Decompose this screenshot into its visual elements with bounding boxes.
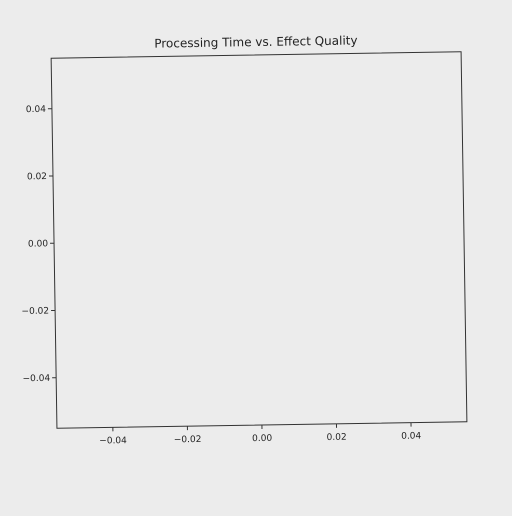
plot-area-frame — [51, 52, 467, 428]
y-tick-label: −0.02 — [21, 307, 49, 317]
y-tick-label: 0.00 — [28, 239, 48, 249]
x-tick-label: −0.02 — [174, 435, 202, 445]
x-tick-label: −0.04 — [99, 436, 127, 446]
x-tick-label: 0.04 — [401, 431, 421, 441]
y-tick-label: 0.04 — [26, 105, 46, 115]
y-axis: 0.04 0.02 0.00 −0.02 −0.04 — [18, 105, 56, 385]
y-tick-label: 0.02 — [27, 172, 47, 182]
x-tick-label: 0.02 — [327, 433, 347, 443]
chart-title: Processing Time vs. Effect Quality — [154, 33, 357, 50]
x-axis: −0.04 −0.02 0.00 0.02 0.04 — [99, 422, 422, 446]
y-tick-label: −0.04 — [23, 374, 51, 384]
x-tick-label: 0.00 — [252, 434, 272, 444]
